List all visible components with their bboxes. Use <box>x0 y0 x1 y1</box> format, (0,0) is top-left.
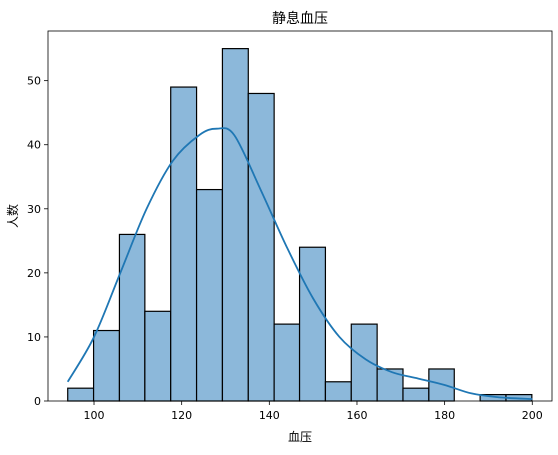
histogram-bar-5 <box>195 188 224 402</box>
y-tick-label: 0 <box>34 395 41 408</box>
x-tick-label: 180 <box>434 409 455 422</box>
y-axis: 0 10 20 30 40 50 <box>27 75 48 408</box>
x-tick-label: 200 <box>522 409 543 422</box>
y-tick-label: 40 <box>27 139 41 152</box>
histogram-bar-13 <box>402 387 430 402</box>
histogram-bar-8 <box>273 323 301 402</box>
y-tick-label: 10 <box>27 331 41 344</box>
x-axis-label: 血压 <box>288 430 312 444</box>
x-tick-label: 120 <box>171 409 192 422</box>
histogram-bar-3 <box>144 310 172 402</box>
bars-layer <box>67 48 533 402</box>
histogram-bar-1 <box>92 329 121 402</box>
x-axis: 100 120 140 160 180 200 <box>84 401 543 422</box>
histogram-bar-0 <box>67 387 95 402</box>
histogram-bar-2 <box>118 233 146 402</box>
chart-title: 静息血压 <box>272 10 328 27</box>
plot-frame <box>47 30 553 402</box>
histogram-bar-4 <box>170 86 198 402</box>
y-tick-label: 50 <box>27 75 41 88</box>
histogram-bar-11 <box>350 323 378 402</box>
histogram-bar-9 <box>298 246 327 402</box>
y-tick-label: 30 <box>27 203 41 216</box>
x-tick-label: 160 <box>346 409 367 422</box>
kde-line <box>66 127 533 400</box>
y-axis-label: 人数 <box>5 204 20 228</box>
x-tick-label: 140 <box>259 409 280 422</box>
histogram-bar-7 <box>247 92 275 402</box>
x-tick-label: 100 <box>84 409 105 422</box>
histogram-bar-6 <box>221 48 249 402</box>
y-tick-label: 20 <box>27 267 41 280</box>
histogram-bar-10 <box>324 381 352 402</box>
